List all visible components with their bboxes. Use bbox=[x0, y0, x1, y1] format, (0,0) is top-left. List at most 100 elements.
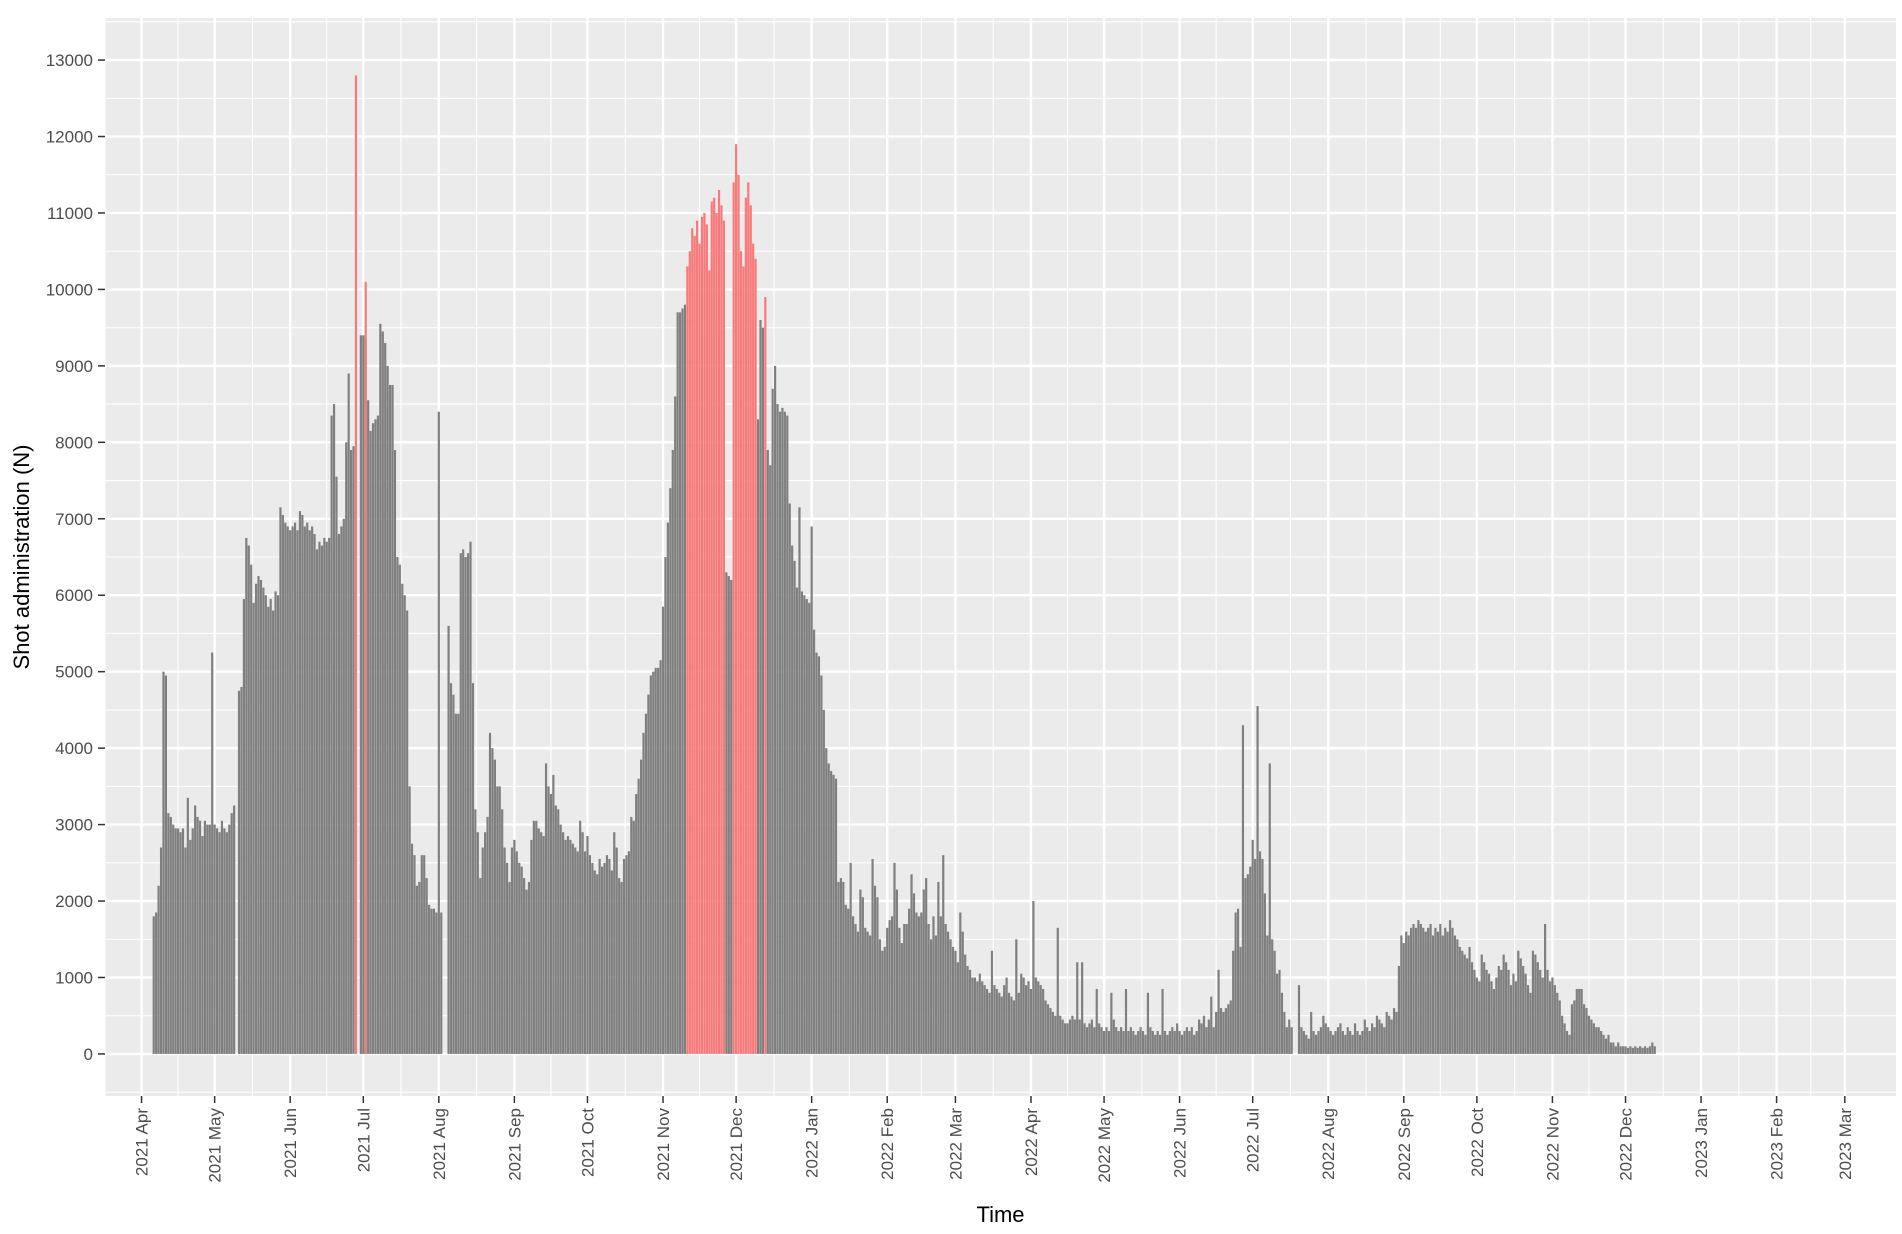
bar bbox=[1446, 931, 1449, 1054]
bar bbox=[452, 694, 455, 1054]
bar bbox=[1244, 878, 1247, 1054]
bar bbox=[1541, 977, 1544, 1054]
bar bbox=[1400, 935, 1403, 1054]
bar bbox=[518, 862, 521, 1054]
bar bbox=[1531, 950, 1535, 1054]
bar bbox=[786, 415, 789, 1054]
bar bbox=[1429, 923, 1432, 1054]
bar bbox=[934, 935, 938, 1054]
bar bbox=[1534, 954, 1537, 1054]
highlight-bar bbox=[752, 243, 755, 1054]
bar bbox=[1568, 1034, 1571, 1054]
bar bbox=[215, 828, 219, 1054]
bar bbox=[1297, 985, 1301, 1054]
bar bbox=[1444, 927, 1447, 1054]
bar bbox=[491, 748, 494, 1054]
bar bbox=[191, 828, 194, 1054]
highlight-bar bbox=[722, 220, 726, 1054]
bar bbox=[1336, 1027, 1340, 1054]
bar bbox=[503, 847, 506, 1054]
bar bbox=[1397, 966, 1400, 1054]
bar bbox=[964, 954, 967, 1054]
bar bbox=[284, 522, 287, 1054]
y-tick-label: 6000 bbox=[55, 586, 93, 605]
bar bbox=[1095, 988, 1098, 1054]
bar bbox=[513, 839, 516, 1054]
bar bbox=[1061, 1019, 1064, 1054]
bar bbox=[1066, 1023, 1069, 1054]
bar bbox=[993, 985, 996, 1054]
highlight-bar bbox=[739, 251, 743, 1054]
bar bbox=[510, 847, 514, 1054]
bar bbox=[817, 656, 821, 1054]
bar bbox=[274, 591, 277, 1054]
bar bbox=[1468, 946, 1471, 1054]
bar bbox=[315, 549, 319, 1054]
bar bbox=[613, 832, 616, 1054]
bar bbox=[1607, 1034, 1610, 1054]
bar bbox=[1409, 927, 1413, 1054]
bar bbox=[1198, 1019, 1201, 1054]
bar bbox=[1522, 966, 1525, 1054]
bar bbox=[1149, 1027, 1152, 1054]
y-tick-label: 8000 bbox=[55, 433, 93, 452]
bar bbox=[593, 870, 596, 1054]
bar bbox=[1056, 927, 1059, 1054]
bar bbox=[988, 992, 991, 1054]
bar bbox=[627, 851, 630, 1054]
bar bbox=[1636, 1047, 1639, 1054]
bar bbox=[1180, 1034, 1184, 1054]
highlight-bar bbox=[354, 75, 358, 1054]
bar bbox=[774, 365, 777, 1054]
bar bbox=[540, 832, 543, 1054]
bar bbox=[657, 667, 660, 1054]
bar bbox=[1010, 996, 1013, 1054]
bar bbox=[177, 828, 180, 1054]
bar bbox=[1256, 706, 1259, 1054]
bar bbox=[966, 966, 969, 1054]
bar bbox=[1388, 1015, 1391, 1054]
bar bbox=[1107, 1031, 1111, 1054]
bar bbox=[883, 946, 886, 1054]
bar bbox=[1456, 939, 1459, 1054]
bar bbox=[778, 411, 782, 1054]
bar bbox=[639, 759, 643, 1054]
highlight-bar bbox=[705, 224, 708, 1054]
bar bbox=[1448, 920, 1452, 1054]
bar bbox=[815, 652, 818, 1054]
bar bbox=[1081, 962, 1084, 1054]
bar bbox=[206, 824, 209, 1054]
bar bbox=[320, 545, 323, 1054]
bar bbox=[771, 388, 774, 1054]
x-tick-label: 2022 Feb bbox=[878, 1108, 897, 1180]
bar bbox=[1385, 1011, 1388, 1054]
bar bbox=[834, 778, 838, 1054]
bar bbox=[895, 889, 899, 1054]
bar bbox=[798, 507, 801, 1054]
bar bbox=[681, 308, 684, 1054]
bar bbox=[1003, 985, 1006, 1054]
bar bbox=[267, 606, 270, 1054]
bar bbox=[386, 365, 389, 1054]
bar bbox=[286, 526, 289, 1054]
bar bbox=[557, 809, 560, 1054]
bar bbox=[574, 847, 577, 1054]
y-tick-label: 1000 bbox=[55, 968, 93, 987]
x-tick-label: 2022 Nov bbox=[1543, 1108, 1562, 1181]
bar bbox=[1329, 1031, 1332, 1054]
bar bbox=[1624, 1046, 1627, 1054]
bar bbox=[1346, 1027, 1349, 1054]
highlight-bar bbox=[732, 182, 735, 1054]
highlight-bar bbox=[693, 235, 696, 1054]
bar bbox=[1424, 931, 1427, 1054]
bar bbox=[1495, 977, 1498, 1054]
bar bbox=[323, 537, 326, 1054]
bar bbox=[1124, 988, 1128, 1054]
bar bbox=[167, 813, 170, 1054]
bar bbox=[172, 824, 175, 1054]
bar bbox=[1451, 927, 1454, 1054]
bar bbox=[1246, 874, 1249, 1054]
bar bbox=[1631, 1047, 1634, 1054]
bar bbox=[1592, 1023, 1595, 1054]
